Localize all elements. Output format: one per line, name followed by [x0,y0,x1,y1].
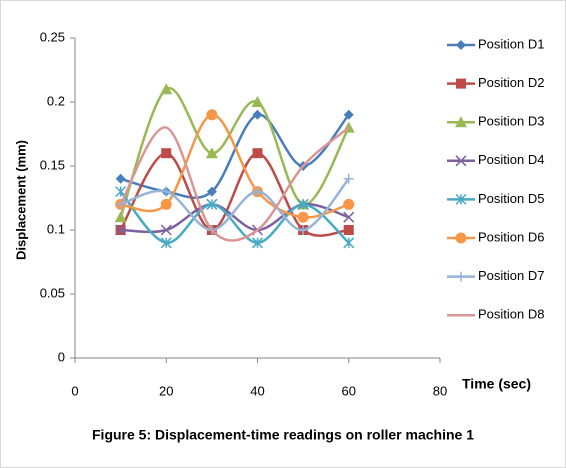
marker [343,225,354,235]
marker [114,211,127,223]
marker [343,237,355,249]
y-tick-label: 0.15 [40,157,65,172]
marker [298,225,309,235]
marker [455,116,467,128]
y-axis-label: Displacement (mm) [13,140,28,260]
legend-label: Position D6 [478,229,544,244]
y-tick-label: 0.05 [40,285,65,300]
marker [115,173,126,184]
x-tick-label: 20 [159,383,173,398]
marker [160,198,172,210]
marker [455,155,467,167]
marker [160,237,172,249]
marker [343,211,355,223]
marker [115,224,127,236]
legend-label: Position D8 [478,307,544,322]
y-tick-label: 0.1 [47,221,65,236]
marker [455,193,467,205]
marker [456,40,466,50]
x-axis-label: Time (sec) [462,376,531,392]
marker [252,186,263,197]
legend-label: Position D5 [478,191,544,206]
legend-label: Position D1 [478,36,544,51]
marker [456,78,466,89]
marker [161,186,172,197]
series-line [119,126,350,242]
y-tick-label: 0.25 [40,29,65,44]
marker [343,198,355,210]
y-tick-label: 0 [58,349,65,364]
marker [205,147,218,159]
x-tick-label: 40 [250,383,264,398]
marker [206,109,218,121]
marker [251,96,264,107]
marker [160,224,172,236]
legend-label: Position D4 [478,152,544,167]
marker [206,186,217,197]
marker [456,271,466,282]
marker [252,109,263,120]
chart-title: Figure 5: Displacement-time readings on … [92,427,474,443]
marker [455,232,467,244]
marker [343,109,354,120]
marker [252,148,263,159]
marker [160,83,173,95]
marker [206,198,218,210]
x-tick-label: 80 [433,383,447,398]
marker [161,148,172,159]
marker [297,198,309,210]
series-line [119,190,350,245]
y-tick-label: 0.2 [47,93,65,108]
legend-label: Position D2 [478,75,544,90]
marker [343,173,354,184]
marker [297,211,309,223]
legend-label: Position D7 [478,268,544,283]
legend-label: Position D3 [478,114,544,129]
x-tick-label: 60 [342,383,356,398]
x-tick-label: 0 [71,383,78,398]
marker [251,237,264,249]
